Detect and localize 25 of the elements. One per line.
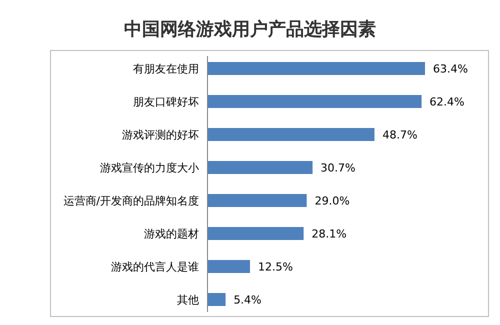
data-label: 62.4% [430, 96, 465, 108]
data-label: 12.5% [258, 260, 293, 274]
data-label: 48.7% [382, 128, 418, 142]
y-tick-label: 运营商/开发商的品牌知名度 [63, 194, 199, 208]
bar [207, 161, 313, 174]
y-tick-label: 游戏宣传的力度大小 [100, 162, 199, 174]
data-label: 30.7% [320, 162, 356, 174]
bar [207, 62, 425, 75]
y-tick-label: 其他 [177, 294, 199, 306]
data-label: 63.4% [433, 62, 468, 76]
y-tick-label: 有朋友在使用 [133, 62, 199, 76]
bar [207, 95, 422, 108]
data-label: 29.0% [314, 194, 350, 208]
bar [207, 227, 304, 240]
chart-title: 中国网络游戏用户产品选择因素 [124, 19, 376, 40]
bar [207, 128, 374, 141]
y-tick-label: 朋友口碑好坏 [133, 96, 199, 108]
data-label: 5.4% [234, 294, 262, 306]
data-label: 28.1% [312, 228, 347, 240]
y-tick-label: 游戏评测的好坏 [122, 128, 199, 142]
bar [207, 194, 307, 207]
bar [207, 260, 250, 273]
y-tick-label: 游戏的代言人是谁 [111, 260, 199, 274]
y-tick-label: 游戏的题材 [144, 228, 199, 240]
bar [207, 293, 226, 306]
